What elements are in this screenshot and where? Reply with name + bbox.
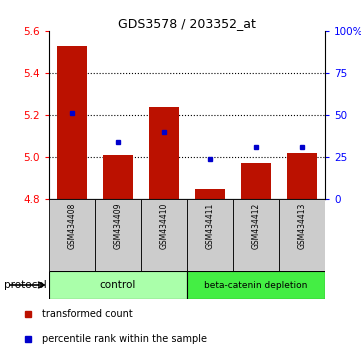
Bar bbox=[195, 188, 225, 199]
Bar bbox=[49, 199, 95, 271]
Bar bbox=[149, 107, 179, 199]
Title: GDS3578 / 203352_at: GDS3578 / 203352_at bbox=[118, 17, 256, 30]
Text: GSM434409: GSM434409 bbox=[113, 202, 122, 249]
Text: GSM434408: GSM434408 bbox=[67, 202, 76, 249]
Text: GSM434411: GSM434411 bbox=[205, 202, 214, 249]
Bar bbox=[103, 155, 133, 199]
Bar bbox=[141, 199, 187, 271]
Bar bbox=[95, 199, 141, 271]
Bar bbox=[57, 46, 87, 199]
Text: protocol: protocol bbox=[4, 280, 46, 290]
Bar bbox=[187, 271, 325, 299]
Text: beta-catenin depletion: beta-catenin depletion bbox=[204, 280, 308, 290]
Text: control: control bbox=[100, 280, 136, 290]
Text: transformed count: transformed count bbox=[42, 309, 132, 319]
Text: GSM434412: GSM434412 bbox=[251, 202, 260, 249]
Bar bbox=[287, 153, 317, 199]
Text: GSM434410: GSM434410 bbox=[159, 202, 168, 249]
Bar bbox=[187, 199, 233, 271]
Bar bbox=[279, 199, 325, 271]
Bar bbox=[241, 163, 271, 199]
Bar bbox=[233, 199, 279, 271]
Bar bbox=[49, 271, 187, 299]
Text: percentile rank within the sample: percentile rank within the sample bbox=[42, 333, 207, 344]
Text: GSM434413: GSM434413 bbox=[297, 202, 306, 249]
